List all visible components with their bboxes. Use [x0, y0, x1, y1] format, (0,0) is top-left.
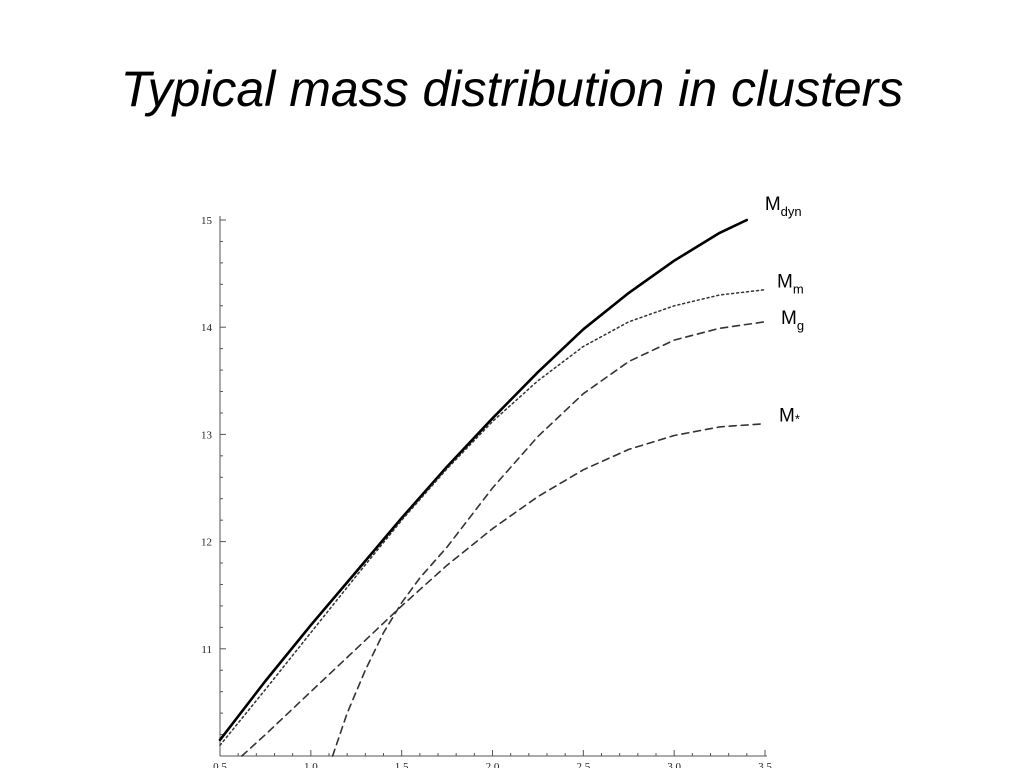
- series-line-0: [218, 218, 749, 742]
- chart-ticks: 11 12 13 14 15 0.5 1.0 1.5 2.0 2.5 3.0 3.5: [201, 215, 772, 768]
- chart-series-lines: [218, 218, 766, 757]
- slide-title: Typical mass distribution in clusters: [120, 61, 904, 117]
- x-tick-label: 2.5: [576, 761, 590, 768]
- x-tick-label: 2.0: [486, 761, 500, 768]
- chart-series-labels: Mdyn Mm Mg M*: [765, 194, 804, 427]
- x-tick-label: 1.0: [304, 761, 318, 768]
- x-tick-label: 1.5: [395, 761, 409, 768]
- x-tick-label: 3.0: [667, 761, 681, 768]
- series-line-3: [241, 422, 766, 757]
- x-tick-label: 0.5: [213, 761, 227, 768]
- y-tick-label: 12: [201, 537, 212, 549]
- series-label-3: M*: [779, 406, 800, 427]
- series-line-1: [219, 288, 766, 747]
- y-tick-label: 11: [201, 644, 212, 656]
- series-label-1: Mm: [777, 272, 804, 297]
- y-tick-label: 15: [201, 215, 213, 227]
- x-tick-label: 3.5: [758, 761, 772, 768]
- series-label-0: Mdyn: [765, 194, 802, 219]
- y-tick-label: 13: [201, 429, 213, 441]
- series-label-2: Mg: [781, 308, 804, 333]
- y-tick-label: 14: [201, 322, 213, 334]
- series-line-2: [331, 321, 766, 757]
